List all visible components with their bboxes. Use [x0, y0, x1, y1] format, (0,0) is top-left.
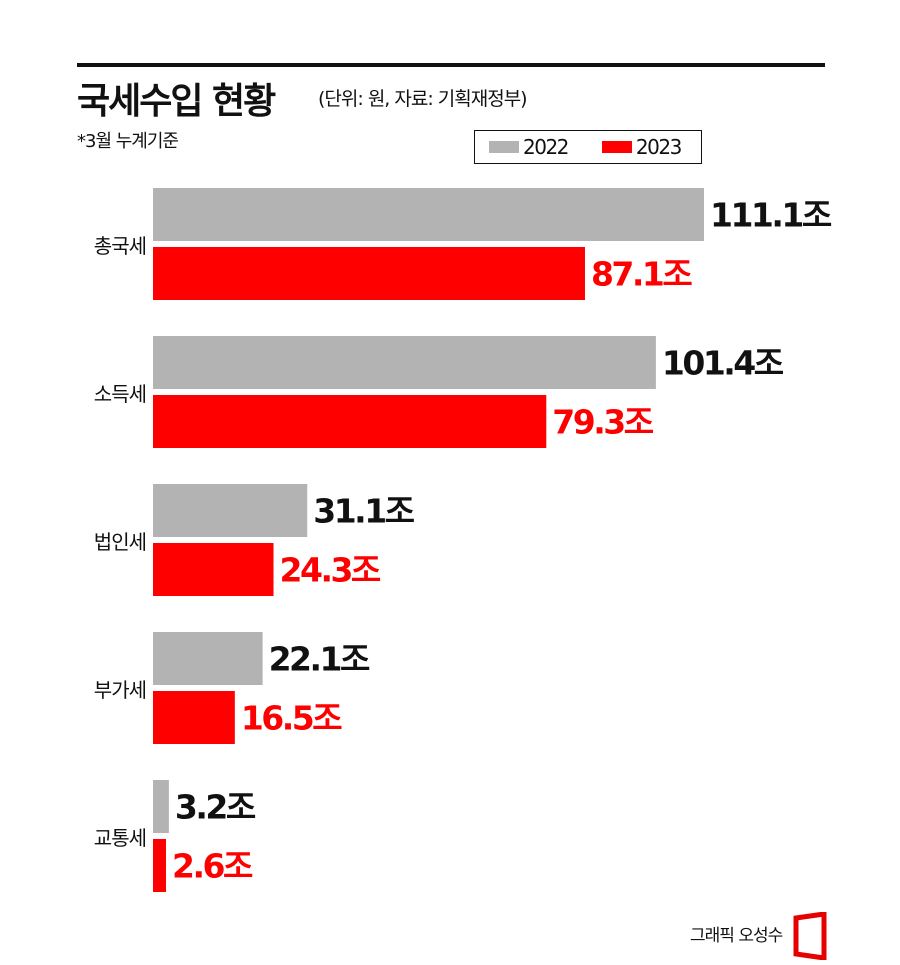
publisher-logo-icon [793, 912, 827, 960]
chart-note: *3월 누계기준 [77, 131, 179, 152]
bar-2023-0 [153, 247, 585, 300]
value-label-2022-4: 3.2조 [175, 788, 256, 827]
category-label: 부가세 [94, 678, 146, 702]
bar-2022-2 [153, 484, 308, 537]
value-label-2023-0: 87.1조 [591, 255, 692, 294]
value-label-2023-4: 2.6조 [172, 847, 253, 886]
legend: 2022 2023 [474, 130, 702, 164]
bar-2022-3 [153, 632, 263, 685]
bar-2023-3 [153, 691, 235, 744]
credit-text: 그래픽 오성수 [690, 926, 783, 946]
value-label-2022-0: 111.1조 [710, 196, 832, 235]
bar-2023-1 [153, 395, 547, 448]
chart-title: 국세수입 현황 [77, 81, 276, 122]
category-label: 소득세 [94, 382, 146, 406]
legend-item-2023: 2023 [601, 135, 682, 159]
bar-2023-4 [153, 839, 166, 892]
value-label-2023-3: 16.5조 [241, 699, 342, 738]
legend-item-2022: 2022 [489, 135, 569, 159]
category-label: 법인세 [94, 530, 146, 554]
value-label-2023-1: 79.3조 [552, 403, 653, 442]
category-label: 총국세 [94, 234, 146, 258]
top-rule [77, 63, 825, 67]
bar-2022-4 [153, 780, 169, 833]
category-label: 교통세 [94, 826, 146, 850]
value-label-2022-3: 22.1조 [269, 640, 370, 679]
legend-swatch-2022 [489, 141, 519, 153]
legend-label-2023: 2023 [635, 135, 682, 159]
value-label-2023-2: 24.3조 [280, 551, 381, 590]
bar-2023-2 [153, 543, 274, 596]
value-label-2022-1: 101.4조 [662, 344, 784, 383]
bar-2022-0 [153, 188, 704, 241]
legend-label-2022: 2022 [523, 135, 569, 159]
chart-subtitle: (단위: 원, 자료: 기획재정부) [318, 88, 528, 110]
bar-2022-1 [153, 336, 656, 389]
legend-swatch-2023 [601, 141, 632, 153]
value-label-2022-2: 31.1조 [313, 492, 414, 531]
